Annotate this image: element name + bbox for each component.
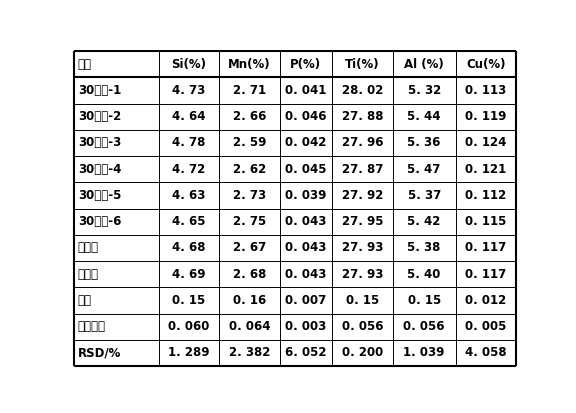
Text: 0. 124: 0. 124 bbox=[465, 136, 506, 150]
Text: Si(%): Si(%) bbox=[171, 58, 206, 71]
Text: 0. 039: 0. 039 bbox=[285, 189, 327, 202]
Text: Al (%): Al (%) bbox=[404, 58, 444, 71]
Text: 5. 36: 5. 36 bbox=[407, 136, 441, 150]
Text: 0. 16: 0. 16 bbox=[233, 294, 266, 307]
Text: 0. 060: 0. 060 bbox=[168, 320, 210, 333]
Text: 0. 064: 0. 064 bbox=[229, 320, 270, 333]
Text: 4. 63: 4. 63 bbox=[172, 189, 206, 202]
Text: 27. 95: 27. 95 bbox=[342, 215, 383, 228]
Text: 5. 37: 5. 37 bbox=[407, 189, 441, 202]
Text: 2. 59: 2. 59 bbox=[233, 136, 266, 150]
Text: RSD/%: RSD/% bbox=[78, 347, 121, 359]
Text: 0. 200: 0. 200 bbox=[342, 347, 383, 359]
Text: 4. 68: 4. 68 bbox=[172, 242, 206, 254]
Text: 5. 40: 5. 40 bbox=[407, 268, 441, 281]
Text: 30钛铁-4: 30钛铁-4 bbox=[78, 163, 121, 176]
Text: 0. 15: 0. 15 bbox=[172, 294, 206, 307]
Text: 27. 87: 27. 87 bbox=[342, 163, 383, 176]
Text: 27. 93: 27. 93 bbox=[342, 268, 383, 281]
Text: 5. 38: 5. 38 bbox=[407, 242, 441, 254]
Text: 0. 056: 0. 056 bbox=[342, 320, 383, 333]
Text: 5. 42: 5. 42 bbox=[407, 215, 441, 228]
Text: 27. 96: 27. 96 bbox=[342, 136, 383, 150]
Text: 5. 32: 5. 32 bbox=[407, 84, 441, 97]
Text: 0. 043: 0. 043 bbox=[285, 215, 327, 228]
Text: 0. 045: 0. 045 bbox=[285, 163, 327, 176]
Text: 28. 02: 28. 02 bbox=[342, 84, 383, 97]
Text: 2. 382: 2. 382 bbox=[229, 347, 270, 359]
Text: 标准偏差: 标准偏差 bbox=[78, 320, 106, 333]
Text: 0. 112: 0. 112 bbox=[465, 189, 506, 202]
Text: 元素: 元素 bbox=[78, 58, 92, 71]
Text: 0. 041: 0. 041 bbox=[285, 84, 327, 97]
Text: 0. 15: 0. 15 bbox=[407, 294, 441, 307]
Text: 1. 289: 1. 289 bbox=[168, 347, 210, 359]
Text: 2. 62: 2. 62 bbox=[233, 163, 266, 176]
Text: 2. 71: 2. 71 bbox=[233, 84, 266, 97]
Text: 6. 052: 6. 052 bbox=[285, 347, 327, 359]
Text: 2. 75: 2. 75 bbox=[233, 215, 266, 228]
Text: 0. 003: 0. 003 bbox=[285, 320, 327, 333]
Text: 27. 92: 27. 92 bbox=[342, 189, 383, 202]
Text: 27. 93: 27. 93 bbox=[342, 242, 383, 254]
Text: 4. 72: 4. 72 bbox=[172, 163, 206, 176]
Text: 30钛铁-3: 30钛铁-3 bbox=[78, 136, 121, 150]
Text: 0. 005: 0. 005 bbox=[465, 320, 506, 333]
Text: 0. 007: 0. 007 bbox=[285, 294, 327, 307]
Text: 0. 121: 0. 121 bbox=[465, 163, 506, 176]
Text: P(%): P(%) bbox=[290, 58, 321, 71]
Text: 0. 043: 0. 043 bbox=[285, 242, 327, 254]
Text: 标准值: 标准值 bbox=[78, 242, 99, 254]
Text: 4. 73: 4. 73 bbox=[172, 84, 206, 97]
Text: 2. 68: 2. 68 bbox=[233, 268, 266, 281]
Text: 0. 117: 0. 117 bbox=[465, 268, 506, 281]
Text: 2. 66: 2. 66 bbox=[233, 110, 266, 123]
Text: 30钛铁-1: 30钛铁-1 bbox=[78, 84, 121, 97]
Text: 30钛铁-5: 30钛铁-5 bbox=[78, 189, 121, 202]
Text: 极差: 极差 bbox=[78, 294, 92, 307]
Text: 0. 043: 0. 043 bbox=[285, 268, 327, 281]
Text: 0. 056: 0. 056 bbox=[403, 320, 445, 333]
Text: Mn(%): Mn(%) bbox=[228, 58, 271, 71]
Text: Cu(%): Cu(%) bbox=[466, 58, 506, 71]
Text: 0. 113: 0. 113 bbox=[465, 84, 506, 97]
Text: 平均值: 平均值 bbox=[78, 268, 99, 281]
Text: 0. 012: 0. 012 bbox=[465, 294, 506, 307]
Text: 30钛铁-6: 30钛铁-6 bbox=[78, 215, 121, 228]
Text: Ti(%): Ti(%) bbox=[345, 58, 380, 71]
Text: 4. 78: 4. 78 bbox=[172, 136, 206, 150]
Text: 5. 47: 5. 47 bbox=[407, 163, 441, 176]
Text: 1. 039: 1. 039 bbox=[403, 347, 445, 359]
Text: 0. 117: 0. 117 bbox=[465, 242, 506, 254]
Text: 2. 73: 2. 73 bbox=[233, 189, 266, 202]
Text: 0. 15: 0. 15 bbox=[346, 294, 379, 307]
Text: 0. 046: 0. 046 bbox=[285, 110, 327, 123]
Text: 0. 119: 0. 119 bbox=[465, 110, 506, 123]
Text: 4. 69: 4. 69 bbox=[172, 268, 206, 281]
Text: 4. 058: 4. 058 bbox=[465, 347, 507, 359]
Text: 4. 65: 4. 65 bbox=[172, 215, 206, 228]
Text: 4. 64: 4. 64 bbox=[172, 110, 206, 123]
Text: 27. 88: 27. 88 bbox=[342, 110, 383, 123]
Text: 30钛铁-2: 30钛铁-2 bbox=[78, 110, 121, 123]
Text: 0. 042: 0. 042 bbox=[285, 136, 327, 150]
Text: 5. 44: 5. 44 bbox=[407, 110, 441, 123]
Text: 0. 115: 0. 115 bbox=[465, 215, 506, 228]
Text: 2. 67: 2. 67 bbox=[233, 242, 266, 254]
